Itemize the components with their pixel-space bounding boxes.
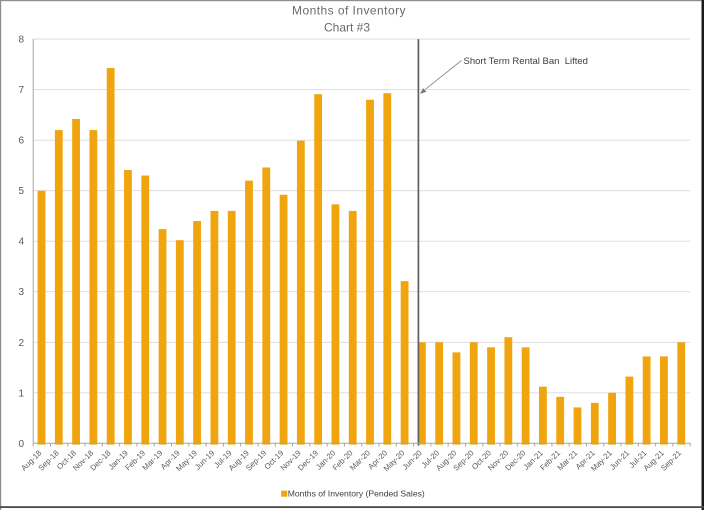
svg-text:8: 8	[18, 35, 24, 46]
svg-text:2: 2	[18, 338, 24, 349]
svg-text:Months of Inventory (Pended Sa: Months of Inventory (Pended Sales)	[288, 488, 425, 498]
svg-text:3: 3	[18, 287, 24, 298]
svg-text:7: 7	[18, 85, 24, 96]
svg-text:4: 4	[18, 237, 24, 248]
svg-text:Months of Inventory: Months of Inventory	[292, 4, 406, 18]
svg-text:Chart #3: Chart #3	[324, 21, 370, 35]
svg-text:1: 1	[18, 388, 24, 399]
svg-text:0: 0	[18, 439, 24, 450]
svg-text:6: 6	[18, 136, 24, 147]
svg-text:5: 5	[18, 186, 24, 197]
svg-text:Short Term Rental Ban Lifted: Short Term Rental Ban Lifted	[464, 56, 588, 67]
